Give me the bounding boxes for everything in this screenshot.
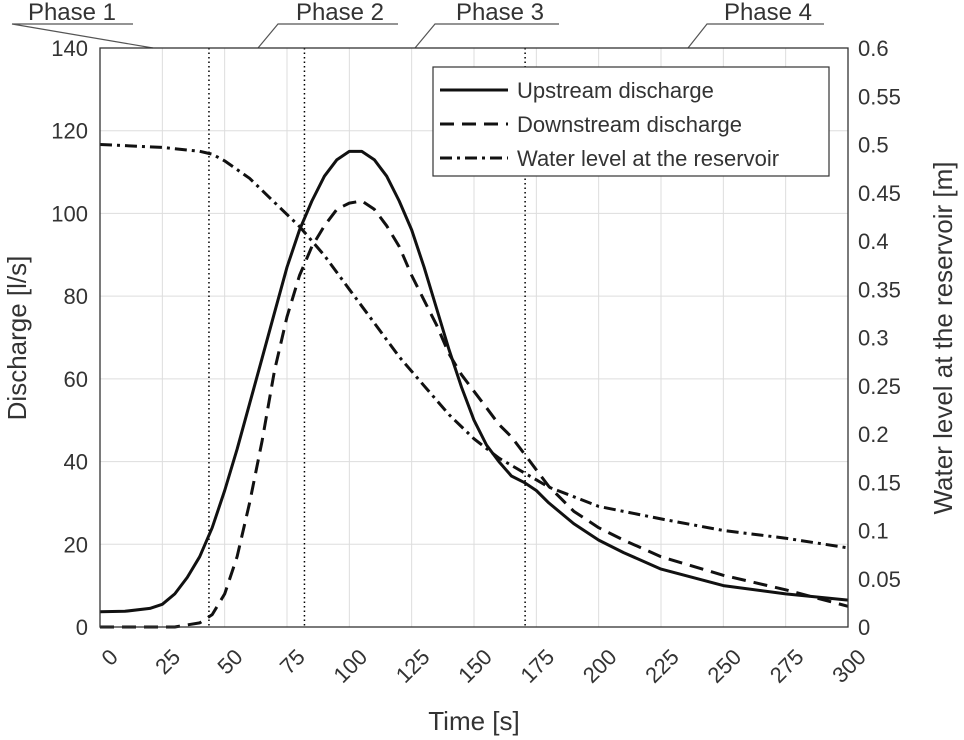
phase-label: Phase 1	[28, 0, 116, 26]
x-tick-label: 125	[391, 644, 435, 688]
y2-tick-label: 0.55	[858, 84, 901, 109]
x-tick-label: 225	[640, 644, 684, 688]
y2-tick-label: 0.5	[858, 133, 889, 158]
y2-tick-label: 0.6	[858, 36, 889, 61]
x-tick-label: 275	[765, 644, 809, 688]
y2-tick-label: 0.4	[858, 229, 889, 254]
y2-tick-label: 0.45	[858, 181, 901, 206]
y2-tick-label: 0.05	[858, 567, 901, 592]
y-tick-label: 20	[64, 532, 88, 557]
legend-label: Water level at the reservoir	[517, 146, 779, 171]
legend-label: Downstream discharge	[517, 112, 742, 137]
y-tick-label: 40	[64, 450, 88, 475]
phase-label: Phase 3	[456, 0, 544, 26]
x-axis-label: Time [s]	[428, 706, 519, 736]
phase-leader-line	[414, 23, 559, 49]
y2-tick-label: 0.1	[858, 519, 889, 544]
y2-tick-label: 0.2	[858, 422, 889, 447]
phase-label: Phase 2	[296, 0, 384, 26]
y2-tick-label: 0	[858, 615, 870, 640]
x-tick-label: 25	[150, 644, 185, 679]
y2-axis-label: Water level at the reservoir [m]	[928, 161, 958, 514]
y-tick-label: 80	[64, 284, 88, 309]
y-tick-label: 120	[51, 119, 88, 144]
y2-tick-label: 0.3	[858, 326, 889, 351]
x-tick-label: 200	[578, 644, 622, 688]
y-tick-label: 100	[51, 201, 88, 226]
series-lines	[99, 143, 849, 629]
y-axis-label: Discharge [l/s]	[2, 256, 32, 421]
phase-markers: Phase 1 Phase 2 Phase 3 Phase 4	[11, 0, 824, 627]
legend-label: Upstream discharge	[517, 78, 714, 103]
x-tick-label: 75	[275, 644, 310, 679]
x-tick-label: 0	[97, 644, 123, 670]
x-tick-label: 100	[329, 644, 373, 688]
series-line-dashed	[100, 199, 849, 629]
x-tick-label: 250	[703, 644, 747, 688]
series-line-dash-dot	[99, 143, 849, 550]
x-tick-label: 50	[213, 644, 248, 679]
x-tick-label: 175	[516, 644, 560, 688]
x-tick-label: 150	[453, 644, 497, 688]
y2-tick-label: 0.25	[858, 374, 901, 399]
series-line-solid	[99, 149, 849, 614]
phase-leader-line	[11, 23, 154, 49]
y2-tick-label: 0.15	[858, 470, 901, 495]
legend: Upstream discharge Downstream discharge Wa…	[432, 66, 830, 177]
phase-leader-line	[687, 23, 824, 49]
y-tick-label: 0	[76, 615, 88, 640]
phase-leader-line	[257, 23, 398, 49]
y2-tick-label: 0.35	[858, 277, 901, 302]
x-tick-label: 300	[827, 644, 871, 688]
tick-labels: 0 25 50 75 100 125 150 175 200 225 250 275 300 0 20 40 6…	[51, 36, 901, 688]
phase-label: Phase 4	[724, 0, 812, 26]
y-tick-label: 60	[64, 367, 88, 392]
plot-frame	[99, 47, 849, 628]
y-tick-label: 140	[51, 36, 88, 61]
